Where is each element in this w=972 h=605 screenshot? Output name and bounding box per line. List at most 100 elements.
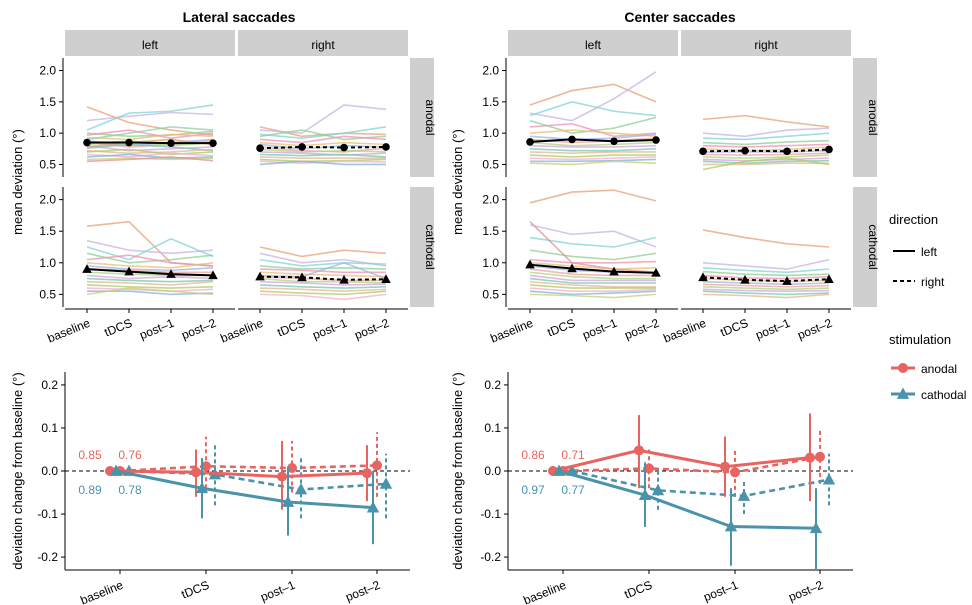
subject-line	[259, 284, 387, 289]
mean-line	[86, 268, 214, 277]
subject-line	[529, 261, 657, 270]
y-tick-label: 1.5	[39, 95, 56, 109]
subject-line	[529, 293, 657, 299]
panel-cathodal-left	[525, 189, 661, 299]
x-tick-label: baseline	[521, 578, 568, 605]
y-tick-label: 1.0	[482, 126, 499, 140]
panel-anodal-left	[83, 104, 217, 163]
data-point	[294, 483, 308, 495]
y-tick-label: 0.2	[41, 378, 58, 392]
x-tick-label: baseline	[45, 316, 92, 346]
y-tick-label: 1.0	[39, 126, 56, 140]
subject-line	[259, 293, 387, 301]
legend-stimulation-title: stimulation	[889, 332, 951, 347]
mean-point	[568, 135, 576, 144]
mean-point	[824, 274, 834, 283]
data-point	[191, 467, 201, 478]
baseline-value-label: 0.97	[521, 483, 545, 497]
mean-point	[609, 266, 619, 276]
series-line	[571, 469, 830, 498]
data-point	[805, 452, 815, 463]
x-tick-label: tDCS	[622, 578, 654, 602]
subject-line	[86, 274, 214, 280]
subject-line	[529, 249, 657, 261]
mean-point	[782, 276, 792, 285]
series-anodal-left	[548, 413, 815, 502]
legend-marker-cathodal	[896, 387, 910, 399]
subject-line	[86, 130, 214, 138]
mean-point	[783, 147, 791, 156]
x-tick-label: post–2	[179, 316, 218, 343]
mean-point	[298, 143, 306, 151]
subject-line	[86, 148, 214, 156]
subject-line	[702, 258, 830, 270]
subject-line	[86, 126, 214, 141]
facet-strip-label-left: left	[585, 38, 602, 52]
data-point	[287, 462, 297, 473]
subject-line	[529, 83, 657, 106]
subject-line	[702, 229, 830, 248]
subject-line	[259, 290, 387, 296]
subject-line	[529, 290, 657, 296]
y-tick-label: 2.0	[482, 64, 499, 78]
mean-point	[83, 138, 91, 147]
panel-anodal-right	[256, 104, 390, 166]
x-tick-label: post–2	[786, 578, 825, 605]
subject-line	[86, 144, 214, 152]
mean-point	[526, 138, 534, 146]
subject-line	[702, 146, 830, 152]
subject-line	[259, 126, 387, 139]
subject-line	[259, 277, 387, 284]
subject-line	[259, 265, 387, 270]
x-tick-label: tDCS	[102, 316, 134, 340]
x-tick-label: baseline	[218, 316, 265, 346]
subject-line	[702, 270, 830, 277]
mean-point	[82, 264, 92, 273]
subject-line	[702, 274, 830, 280]
mean-point	[209, 139, 217, 147]
y-tick-label: 1.5	[482, 224, 499, 238]
series-line	[562, 455, 821, 474]
series-line	[558, 469, 817, 530]
data-point	[815, 451, 825, 462]
mean-point	[339, 274, 349, 284]
subject-line	[529, 160, 657, 166]
subject-line	[530, 158, 657, 163]
subject-line	[702, 293, 830, 299]
baseline-value-label: 0.85	[78, 448, 102, 462]
subject-line	[529, 274, 656, 282]
x-tick-label: post–2	[795, 316, 834, 343]
subject-line	[259, 104, 387, 134]
top-y-axis-label: mean deviation (°)	[450, 129, 465, 235]
mean-point	[166, 269, 176, 278]
mean-point	[741, 146, 749, 155]
y-tick-label: 0.2	[484, 378, 501, 392]
subject-line	[529, 221, 657, 274]
data-point	[634, 445, 644, 456]
subject-line	[529, 101, 657, 117]
series-line	[115, 469, 374, 510]
subject-line	[702, 285, 830, 291]
data-point	[638, 488, 652, 500]
data-point	[651, 483, 665, 496]
mean-point	[167, 139, 175, 147]
facet-strip-label-right: right	[754, 38, 778, 52]
subject-line	[259, 156, 386, 160]
series-anodal-left	[105, 440, 372, 510]
subject-line	[259, 287, 387, 293]
data-point	[644, 463, 654, 474]
subject-line	[529, 280, 656, 288]
bottom-y-axis-label: deviation change from baseline (°)	[450, 372, 465, 569]
subject-line	[529, 277, 656, 284]
mean-line	[259, 145, 387, 150]
y-tick-label: 0.1	[41, 421, 58, 435]
mean-point	[297, 272, 307, 282]
baseline-value-label: 0.76	[118, 448, 142, 462]
x-tick-label: baseline	[661, 316, 708, 346]
subject-line	[529, 129, 657, 138]
facet-strip-label-cathodal: cathodal	[866, 224, 880, 269]
data-point	[724, 520, 738, 532]
subject-line	[702, 152, 830, 156]
mean-point	[698, 272, 708, 282]
